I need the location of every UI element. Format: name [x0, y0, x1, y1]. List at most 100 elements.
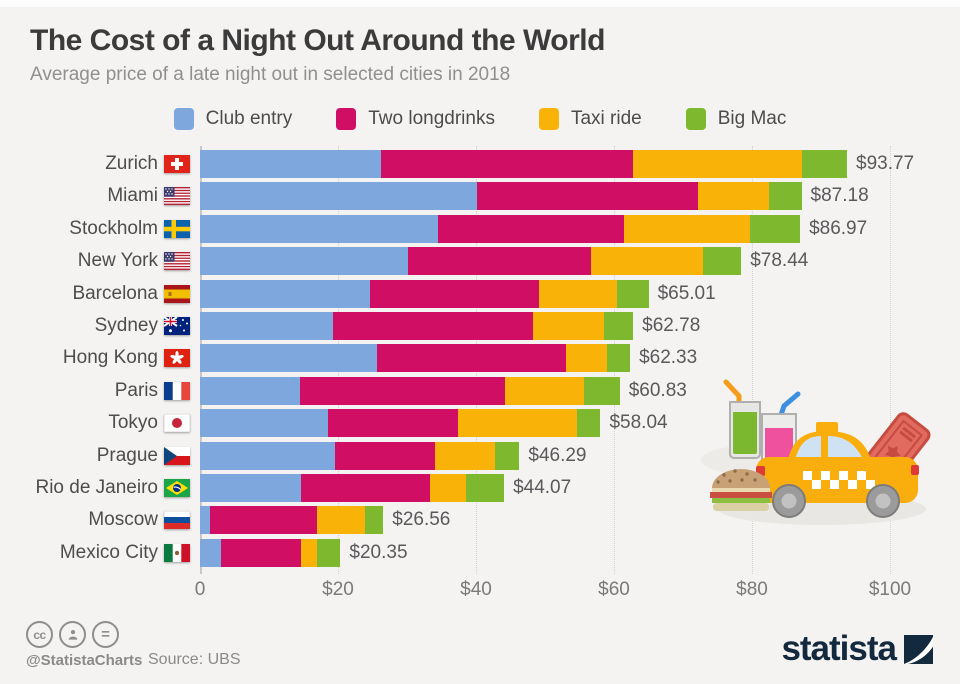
- bar-segment-two-longdrinks: [476, 182, 699, 211]
- value-label-stockholm: $86.97: [809, 217, 868, 239]
- value-label-sydney: $62.78: [642, 315, 701, 336]
- bar-segment-club-entry: [200, 409, 329, 438]
- legend-label: Taxi ride: [570, 108, 642, 129]
- bar-segment-big-mac: [769, 182, 802, 211]
- flag-france-icon: [164, 381, 190, 400]
- city-label-miami: Miami: [107, 185, 158, 207]
- attribution-person-icon: [59, 621, 86, 648]
- flag-australia-icon: [164, 317, 190, 335]
- bar-row-stockholm: Stockholm $86.97: [0, 214, 960, 243]
- bar-segment-taxi-ride: [591, 247, 703, 276]
- gridline-80: [752, 146, 753, 574]
- city-label-tokyo: Tokyo: [108, 412, 158, 434]
- city-label-stockholm: Stockholm: [69, 217, 158, 239]
- bar-stack-miami: [200, 182, 802, 211]
- bar-row-moscow: Moscow $26.56: [0, 506, 960, 535]
- legend-item-taxi-ride: Taxi ride: [538, 108, 642, 130]
- bar-segment-two-longdrinks: [328, 409, 459, 438]
- bar-segment-two-longdrinks: [301, 474, 430, 502]
- flag-russia-icon: [164, 511, 190, 530]
- x-axis-tick-80: $80: [736, 579, 768, 600]
- flag-brazil-icon: [164, 479, 190, 497]
- bar-segment-club-entry: [200, 150, 381, 178]
- statista-handle: @StatistaCharts: [26, 652, 143, 669]
- flag-sweden-icon: [164, 219, 190, 238]
- city-label-mexico-city: Mexico City: [59, 541, 158, 563]
- bar-segment-taxi-ride: [698, 182, 770, 211]
- x-axis-tick-100: $100: [868, 579, 912, 600]
- bar-segment-taxi-ride: [317, 506, 365, 535]
- legend-label: Club entry: [205, 108, 293, 129]
- bar-stack-prague: [200, 441, 520, 470]
- bar-stack-paris: [200, 376, 620, 405]
- green-longdrink-icon: [723, 379, 761, 459]
- legend-swatch-two-longdrinks: [336, 108, 357, 130]
- statista-logo-mark: [904, 634, 933, 664]
- bar-segment-club-entry: [200, 279, 371, 308]
- bar-stack-zurich: [200, 150, 847, 178]
- x-axis-tick-40: $40: [460, 579, 492, 600]
- city-label-zurich: Zurich: [105, 153, 158, 174]
- bar-row-rio-de-janeiro: Rio de Janeiro $44.07: [0, 474, 960, 502]
- flag-usa-icon: [164, 252, 190, 271]
- bar-segment-two-longdrinks: [220, 538, 301, 567]
- bar-segment-club-entry: [200, 376, 301, 405]
- bar-segment-two-longdrinks: [209, 506, 318, 535]
- x-axis-tick-0: 0: [194, 579, 206, 600]
- bar-stack-tokyo: [200, 409, 601, 438]
- statista-logo: statista: [781, 631, 933, 666]
- bar-segment-big-mac: [749, 214, 801, 243]
- legend-swatch-big-mac: [685, 108, 706, 130]
- bar-segment-taxi-ride: [429, 474, 467, 502]
- bar-segment-taxi-ride: [504, 376, 584, 405]
- bar-row-paris: Paris $60.83: [0, 376, 960, 405]
- bar-stack-hong-kong: [200, 344, 631, 373]
- bar-row-miami: Miami $87.18: [0, 182, 960, 211]
- city-label-sydney: Sydney: [94, 315, 158, 336]
- bar-stack-mexico-city: [200, 538, 341, 567]
- bar-segment-club-entry: [200, 312, 334, 340]
- bar-segment-big-mac: [317, 538, 341, 567]
- city-label-barcelona: Barcelona: [72, 282, 158, 304]
- city-label-prague: Prague: [96, 444, 158, 466]
- bar-stack-barcelona: [200, 279, 649, 308]
- value-label-barcelona: $65.01: [657, 282, 716, 304]
- bar-row-tokyo: Tokyo $58.04: [0, 409, 960, 438]
- value-label-tokyo: $58.04: [609, 412, 668, 434]
- bar-segment-two-longdrinks: [407, 247, 592, 276]
- value-label-prague: $46.29: [528, 444, 587, 466]
- bar-segment-taxi-ride: [539, 279, 617, 308]
- page-title: The Cost of a Night Out Around the World: [30, 24, 605, 57]
- equals-icon: =: [92, 621, 119, 648]
- flag-usa-icon: [164, 187, 190, 206]
- flag-mexico-icon: [164, 543, 190, 562]
- flag-hong-kong-icon: [164, 349, 190, 368]
- bar-segment-taxi-ride: [632, 150, 803, 178]
- gridline-100: [890, 146, 891, 574]
- value-label-paris: $60.83: [628, 379, 687, 401]
- bar-segment-club-entry: [200, 538, 221, 567]
- legend-swatch-taxi-ride: [538, 108, 559, 130]
- legend-label: Two longdrinks: [368, 108, 495, 129]
- bar-segment-big-mac: [466, 474, 505, 502]
- bar-segment-big-mac: [576, 409, 601, 438]
- bar-segment-club-entry: [200, 182, 477, 211]
- legend-item-club-entry: Club entry: [173, 108, 293, 130]
- bar-segment-taxi-ride: [435, 441, 496, 470]
- bar-row-mexico-city: Mexico City $20.35: [0, 538, 960, 567]
- bar-segment-big-mac: [364, 506, 384, 535]
- chart-legend: Club entry Two longdrinks Taxi ride Big Mac: [0, 108, 960, 130]
- bar-segment-club-entry: [200, 247, 408, 276]
- night-out-illustration: [701, 379, 931, 525]
- license-icons: cc =: [26, 621, 119, 648]
- bar-segment-two-longdrinks: [335, 441, 436, 470]
- source-text: Source: UBS: [148, 651, 241, 668]
- legend-item-two-longdrinks: Two longdrinks: [336, 108, 495, 130]
- bar-segment-club-entry: [200, 214, 439, 243]
- city-label-new-york: New York: [77, 250, 158, 272]
- bar-segment-club-entry: [200, 506, 210, 535]
- bar-segment-big-mac: [616, 279, 649, 308]
- bar-segment-big-mac: [495, 441, 520, 470]
- bar-segment-taxi-ride: [566, 344, 608, 373]
